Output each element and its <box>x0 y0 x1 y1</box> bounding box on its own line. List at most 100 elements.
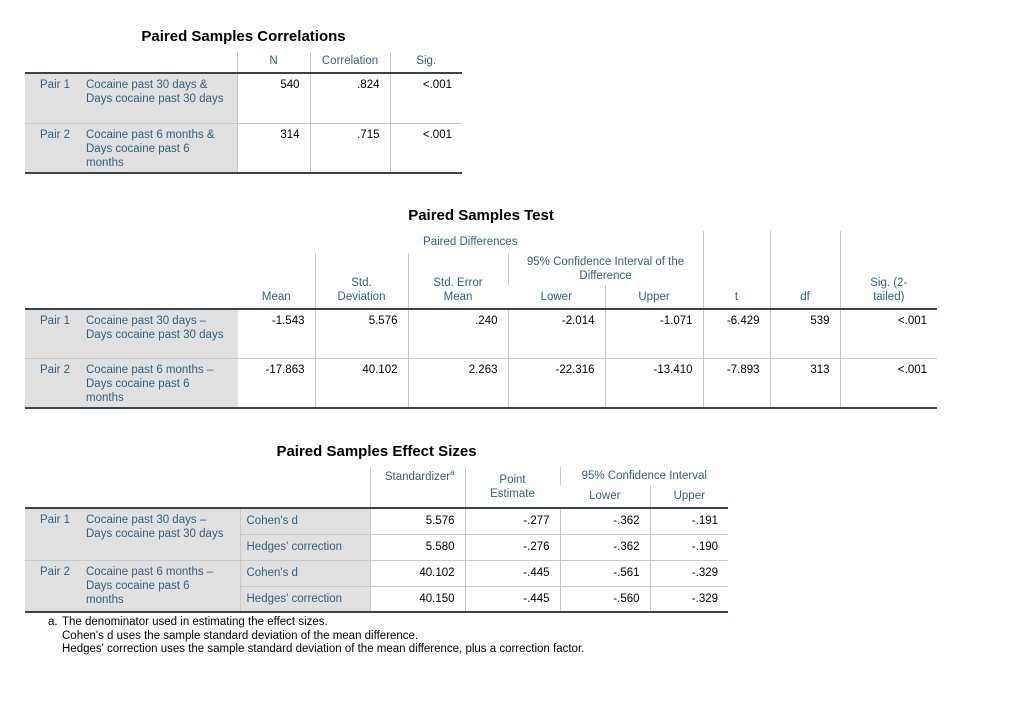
cell-std-deviation: 5.576 <box>314 309 408 359</box>
column-header-sig: Sig. <box>389 52 462 75</box>
variable-pair-label: Cocaine past 6 months – Days cocaine pas… <box>80 357 238 409</box>
pair-label: Pair 2 <box>25 122 80 175</box>
cell-upper: -13.410 <box>604 357 704 409</box>
footnote-line-3: Hedges' correction uses the sample stand… <box>62 643 585 655</box>
cell-standardizer: 5.580 <box>369 533 466 561</box>
statistic-label: Cohen's d <box>239 559 371 587</box>
paired-samples-test-table: Paired Differences t df Sig. (2-tailed) … <box>25 231 938 409</box>
footnote-line-1: The denominator used in estimating the e… <box>62 616 328 628</box>
corner-cell <box>25 231 238 311</box>
cell-lower: -.362 <box>559 533 651 561</box>
variable-pair-label: Cocaine past 6 months & Days cocaine pas… <box>80 122 237 175</box>
column-header-lower: Lower <box>508 285 605 311</box>
column-header-standardizer: Standardizera <box>369 467 466 510</box>
cell-standardizer: 40.102 <box>369 559 466 587</box>
variable-pair-label: Cocaine past 6 months – Days cocaine pas… <box>80 559 240 614</box>
table-row-pair1-cohens-d: Pair 1 Cocaine past 30 days – Days cocai… <box>25 508 729 561</box>
cell-df: 313 <box>769 357 841 409</box>
group-header-paired-differences: Paired Differences <box>423 235 518 248</box>
column-header-df: df <box>769 231 841 311</box>
table-row-pair2-cohens-d: Pair 2 Cocaine past 6 months – Days coca… <box>25 559 729 614</box>
cell-t: -7.893 <box>702 357 771 409</box>
cell-std-error-mean: 2.263 <box>407 357 508 409</box>
column-header-sig-2-tailed: Sig. (2-tailed) <box>839 231 938 311</box>
cell-upper: -1.071 <box>604 309 704 359</box>
pair-label: Pair 2 <box>25 357 80 409</box>
correlations-table-title: Paired Samples Correlations <box>141 28 346 45</box>
test-header-row-1: Paired Differences t df Sig. (2-tailed) <box>25 231 938 311</box>
cell-sig: <.001 <box>839 357 938 409</box>
test-table-title: Paired Samples Test <box>408 207 554 224</box>
table-row-pair2: Pair 2 Cocaine past 6 months & Days coca… <box>25 122 462 175</box>
effect-header-row-1: Standardizera Point Estimate 95% Confide… <box>25 467 729 510</box>
variable-pair-label: Cocaine past 30 days & Days cocaine past… <box>80 73 237 124</box>
table-row-pair1-hedges: Hedges' correction 5.580 -.276 -.362 -.1… <box>25 533 729 561</box>
cell-lower: -.560 <box>559 585 651 614</box>
correlations-header-row: N Correlation Sig. <box>25 52 462 75</box>
footnote-text: The denominator used in estimating the e… <box>62 616 584 657</box>
paired-samples-correlations-table: N Correlation Sig. Pair 1 Cocaine past 3… <box>25 52 462 175</box>
group-header-95-ci: 95% Confidence Interval <box>559 467 729 486</box>
paired-samples-effect-sizes-table: Standardizera Point Estimate 95% Confide… <box>25 467 729 614</box>
column-header-correlation: Correlation <box>309 52 390 75</box>
pair-label: Pair 1 <box>25 309 80 359</box>
footnote-marker: a. <box>48 616 58 628</box>
cell-point-estimate: -.277 <box>464 508 561 535</box>
table-row-pair1: Pair 1 Cocaine past 30 days – Days cocai… <box>25 309 938 359</box>
cell-std-error-mean: .240 <box>407 309 508 359</box>
cell-standardizer: 40.150 <box>369 585 466 614</box>
column-header-mean: Mean <box>238 253 315 311</box>
paired-samples-correlations-section: Paired Samples Correlations N Correlatio… <box>25 28 462 175</box>
statistic-label: Hedges' correction <box>239 585 371 614</box>
paired-samples-effect-sizes-section: Paired Samples Effect Sizes Standardizer… <box>25 443 729 614</box>
cell-upper: -.329 <box>649 585 729 614</box>
cell-standardizer: 5.576 <box>369 508 466 535</box>
column-header-upper: Upper <box>649 485 729 510</box>
cell-df: 539 <box>769 309 841 359</box>
cell-sig: <.001 <box>389 122 462 175</box>
statistic-label: Hedges' correction <box>239 533 371 561</box>
cell-point-estimate: -.445 <box>464 559 561 587</box>
corner-cell <box>25 467 371 510</box>
cell-mean: -17.863 <box>238 357 315 409</box>
cell-correlation: .715 <box>309 122 390 175</box>
cell-sig: <.001 <box>389 73 462 124</box>
corner-cell <box>25 52 237 75</box>
column-header-std-error-mean: Std. Error Mean <box>407 253 508 311</box>
cell-upper: -.329 <box>649 559 729 587</box>
cell-point-estimate: -.276 <box>464 533 561 561</box>
column-header-point-estimate: Point Estimate <box>464 467 561 510</box>
group-header-95-ci: 95% Confidence Interval of the Differenc… <box>507 253 704 286</box>
column-header-std-deviation: Std. Deviation <box>314 253 408 311</box>
pair-label: Pair 1 <box>25 508 80 561</box>
effect-sizes-table-title: Paired Samples Effect Sizes <box>276 443 477 460</box>
cell-lower: -22.316 <box>507 357 605 409</box>
cell-sig: <.001 <box>839 309 938 359</box>
table-row-pair2: Pair 2 Cocaine past 6 months – Days coca… <box>25 357 938 409</box>
test-header-row-2: Mean Std. Deviation Std. Error Mean 95% … <box>25 253 937 311</box>
column-header-lower: Lower <box>560 485 651 510</box>
footnote-line-2: Cohen's d uses the sample standard devia… <box>62 629 419 642</box>
cell-t: -6.429 <box>702 309 771 359</box>
cell-std-deviation: 40.102 <box>314 357 408 409</box>
cell-mean: -1.543 <box>271 315 305 328</box>
cell-n: 540 <box>236 73 310 124</box>
cell-upper: -.190 <box>649 533 729 561</box>
pair-label: Pair 2 <box>25 559 80 614</box>
cell-correlation: .824 <box>309 73 390 124</box>
cell-upper: -.191 <box>649 508 729 535</box>
paired-samples-test-section: Paired Samples Test Paired Differences t… <box>25 207 938 409</box>
statistic-label: Cohen's d <box>239 508 371 535</box>
pair-label: Pair 1 <box>25 73 80 124</box>
cell-n: 314 <box>236 122 310 175</box>
cell-lower: -2.014 <box>507 309 605 359</box>
cell-lower: -.362 <box>559 508 651 535</box>
cell-lower: -.561 <box>559 559 651 587</box>
column-header-upper: Upper <box>604 285 704 311</box>
footnote-marker-a: a <box>450 468 455 478</box>
table-footnote: a. The denominator used in estimating th… <box>48 616 584 657</box>
variable-pair-label: Cocaine past 30 days – Days cocaine past… <box>80 508 240 561</box>
test-header-row-3: Lower Upper <box>25 285 937 311</box>
column-header-t: t <box>702 231 771 311</box>
